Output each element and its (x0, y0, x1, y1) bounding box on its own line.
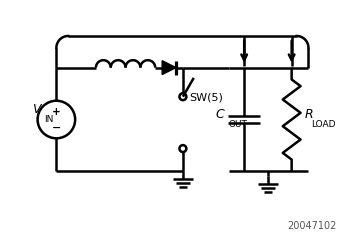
Text: LOAD: LOAD (312, 120, 336, 129)
Text: OUT: OUT (229, 120, 247, 129)
Text: +: + (52, 107, 61, 117)
Text: IN: IN (44, 114, 54, 124)
Text: SW(5): SW(5) (189, 93, 223, 103)
Text: C: C (216, 108, 224, 121)
Text: V: V (32, 103, 41, 116)
Text: 20047102: 20047102 (287, 221, 336, 231)
Text: R: R (304, 108, 313, 121)
Polygon shape (162, 61, 176, 75)
Text: −: − (52, 122, 61, 132)
